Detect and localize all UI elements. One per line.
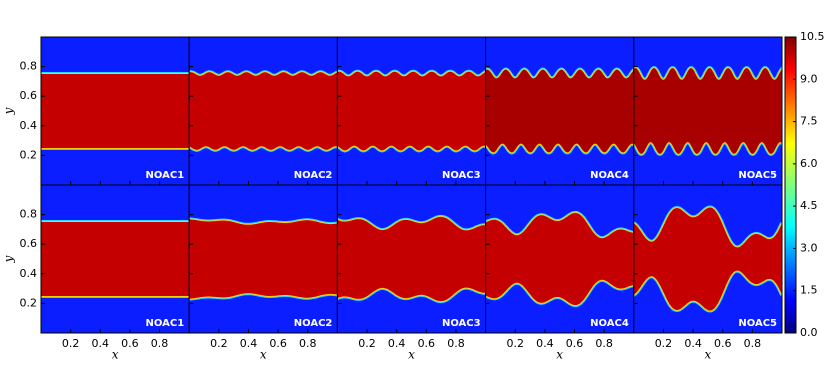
- y-tick-label: 0.2: [20, 296, 38, 309]
- panel: [189, 37, 338, 185]
- colorbar-tick-label: 7.5: [800, 115, 818, 128]
- shear-band: [485, 69, 634, 153]
- panel-label: NOAC5: [738, 170, 777, 181]
- y-tick-label: 0.8: [20, 208, 38, 221]
- x-tick-label: 0.2: [62, 337, 80, 350]
- y-tick-label: 0.6: [20, 89, 38, 102]
- x-tick-label: 0.2: [210, 337, 228, 350]
- shear-band: [41, 74, 190, 148]
- x-tick-label: 0.8: [595, 337, 613, 350]
- x-tick-label: 0.4: [240, 337, 258, 350]
- x-tick-label: 0.8: [151, 337, 169, 350]
- panel: [633, 37, 782, 185]
- x-label: x: [408, 348, 415, 362]
- shear-band: [337, 216, 486, 302]
- shear-band: [337, 71, 486, 151]
- x-tick-label: 0.8: [447, 337, 465, 350]
- shear-band: [41, 222, 190, 296]
- x-tick-label: 0.4: [388, 337, 406, 350]
- y-tick-label: 0.4: [20, 267, 38, 280]
- y-tick-label: 0.4: [20, 119, 38, 132]
- panel-label: NOAC4: [590, 170, 629, 181]
- panel: [41, 37, 190, 185]
- panel-label: NOAC5: [738, 318, 777, 329]
- colorbar-tick-label: 3.0: [800, 241, 818, 254]
- x-tick-label: 0.4: [536, 337, 554, 350]
- panel-frame: [633, 184, 783, 334]
- x-tick-label: 0.2: [506, 337, 524, 350]
- x-tick-label: 0.6: [269, 337, 287, 350]
- panel-label: NOAC4: [590, 318, 629, 329]
- y-tick-label: 0.6: [20, 237, 38, 250]
- colorbar-tick-label: 9.0: [800, 72, 818, 85]
- x-label: x: [260, 348, 267, 362]
- shear-band: [189, 72, 338, 150]
- colorbar-tick-label: 4.5: [800, 199, 818, 212]
- y-label: y: [2, 255, 16, 263]
- panel: [337, 185, 486, 333]
- x-tick-label: 0.8: [744, 337, 762, 350]
- colorbar-tick-label: 10.5: [800, 30, 825, 43]
- shear-band: [189, 219, 338, 299]
- panel-label: NOAC1: [146, 170, 185, 181]
- panel-label: NOAC2: [294, 318, 333, 329]
- shear-band: [485, 212, 634, 306]
- x-label: x: [112, 348, 119, 362]
- colorbar-tick-label: 1.5: [800, 284, 818, 297]
- panel: [337, 37, 486, 185]
- shear-band-edge: [633, 67, 782, 155]
- panel-label: NOAC1: [146, 318, 185, 329]
- panel: [485, 37, 634, 185]
- panel: [189, 185, 338, 333]
- panel: [633, 185, 782, 333]
- y-label: y: [2, 107, 16, 115]
- x-label: x: [705, 348, 712, 362]
- y-tick-label: 0.8: [20, 60, 38, 73]
- y-tick-label: 0.2: [20, 148, 38, 161]
- x-tick-label: 0.6: [418, 337, 436, 350]
- colorbar-tick-label: 6.0: [800, 157, 818, 170]
- x-tick-label: 0.6: [121, 337, 139, 350]
- shear-band: [633, 207, 782, 311]
- x-tick-label: 0.2: [358, 337, 376, 350]
- colorbar: [784, 36, 797, 334]
- shear-band: [633, 68, 782, 154]
- x-tick-label: 0.6: [714, 337, 732, 350]
- panel-label: NOAC3: [442, 318, 481, 329]
- x-tick-label: 0.6: [566, 337, 584, 350]
- panel-label: NOAC2: [294, 170, 333, 181]
- x-tick-label: 0.4: [684, 337, 702, 350]
- panel-label: NOAC3: [442, 170, 481, 181]
- x-tick-label: 0.8: [299, 337, 317, 350]
- panel: [485, 185, 634, 333]
- x-label: x: [556, 348, 563, 362]
- colorbar-tick-label: 0.0: [800, 326, 818, 339]
- panel: [41, 185, 190, 333]
- x-tick-label: 0.4: [92, 337, 110, 350]
- x-tick-label: 0.2: [655, 337, 673, 350]
